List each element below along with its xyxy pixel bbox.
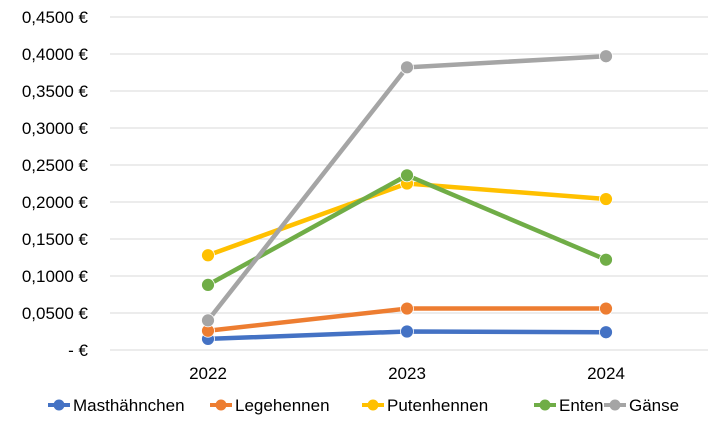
legend-item: Gänse — [604, 396, 679, 415]
y-tick-label: 0,0500 € — [22, 304, 89, 323]
series-layer — [201, 49, 613, 346]
data-point — [400, 301, 414, 316]
legend-marker — [53, 399, 65, 411]
data-point — [201, 248, 215, 263]
y-tick-label: 0,2000 € — [22, 193, 89, 212]
data-point — [400, 60, 414, 75]
legend-label: Masthähnchen — [73, 396, 185, 415]
data-point — [400, 324, 414, 339]
data-point — [599, 49, 613, 64]
series-3 — [201, 168, 613, 292]
legend-label: Enten — [559, 396, 603, 415]
legend-marker — [539, 399, 551, 411]
gridlines — [110, 16, 708, 351]
legend: Masthähnchen Legehennen Putenhennen Enten Gä… — [48, 396, 679, 415]
y-tick-label: - € — [68, 341, 88, 360]
legend-marker — [367, 399, 379, 411]
data-point — [201, 277, 215, 292]
y-tick-label: 0,2500 € — [22, 156, 89, 175]
legend-item: Enten — [534, 396, 603, 415]
legend-label: Gänse — [629, 396, 679, 415]
series-4 — [201, 49, 613, 328]
series-0 — [201, 324, 613, 346]
y-tick-label: 0,4000 € — [22, 45, 89, 64]
y-tick-label: 0,4500 € — [22, 8, 89, 27]
legend-item: Masthähnchen — [48, 396, 185, 415]
y-tick-label: 0,3500 € — [22, 82, 89, 101]
x-tick-label: 2022 — [189, 364, 227, 383]
legend-marker — [609, 399, 621, 411]
data-point — [599, 325, 613, 340]
data-point — [599, 252, 613, 267]
y-axis: - € 0,0500 € 0,1000 € 0,1500 € 0,2000 € 0,250… — [22, 8, 89, 360]
series-line — [205, 173, 609, 288]
data-point — [599, 192, 613, 206]
y-tick-label: 0,1000 € — [22, 267, 89, 286]
legend-item: Putenhennen — [362, 396, 488, 415]
y-tick-label: 0,1500 € — [22, 230, 89, 249]
legend-marker — [215, 399, 227, 411]
legend-label: Legehennen — [235, 396, 330, 415]
data-point — [201, 313, 215, 328]
data-point — [400, 168, 414, 183]
data-point — [599, 301, 613, 316]
legend-label: Putenhennen — [387, 396, 488, 415]
x-tick-label: 2023 — [388, 364, 426, 383]
x-tick-label: 2024 — [587, 364, 625, 383]
y-tick-label: 0,3000 € — [22, 119, 89, 138]
x-axis: 2022 2023 2024 — [189, 364, 625, 383]
legend-item: Legehennen — [210, 396, 330, 415]
